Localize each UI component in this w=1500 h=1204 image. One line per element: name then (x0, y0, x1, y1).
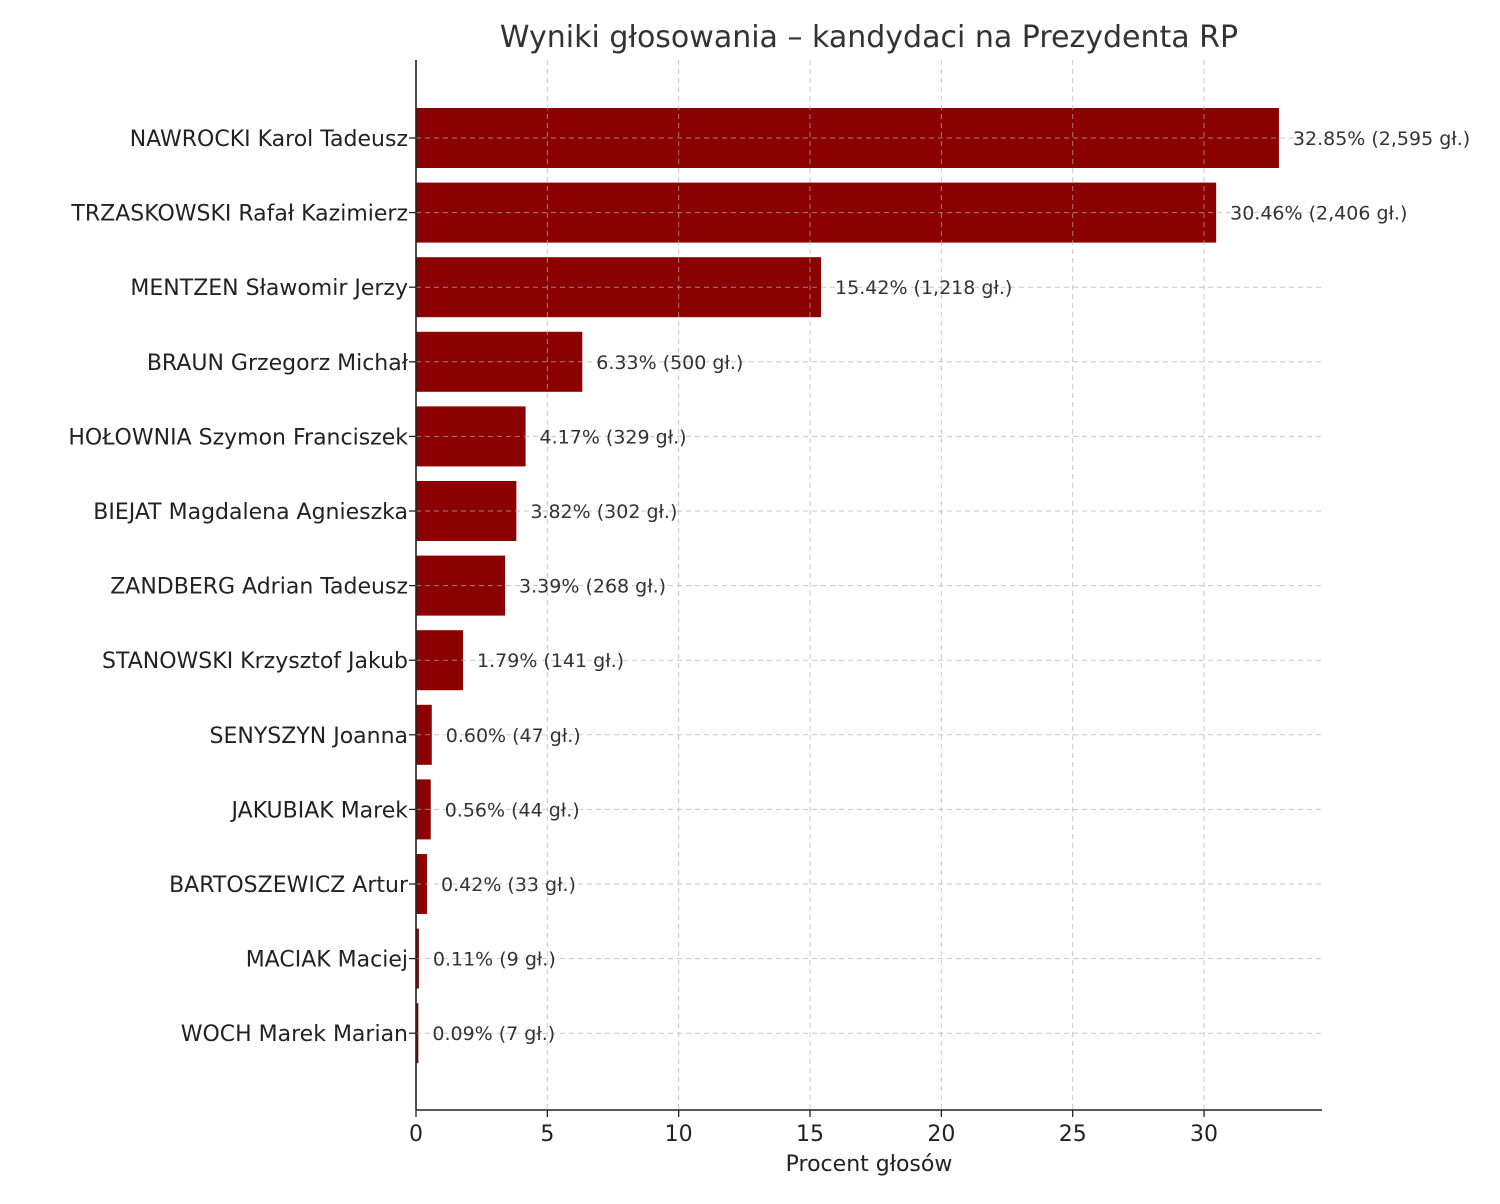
bar (416, 108, 1279, 168)
data-label: 0.42% (33 gł.) (441, 874, 576, 896)
y-tick-label: TRZASKOWSKI Rafał Kazimierz (70, 202, 408, 227)
y-tick-label: STANOWSKI Krzysztof Jakub (102, 649, 408, 674)
bar (416, 854, 428, 914)
data-label: 32.85% (2,595 gł.) (1293, 128, 1470, 150)
y-tick-label: MACIAK Maciej (246, 948, 408, 973)
data-label: 4.17% (329 gł.) (540, 426, 687, 448)
y-tick-label: WOCH Marek Marian (181, 1022, 408, 1047)
y-tick-label: BIEJAT Magdalena Agnieszka (93, 500, 408, 525)
data-label: 6.33% (500 gł.) (596, 352, 743, 374)
data-label: 0.09% (7 gł.) (432, 1023, 555, 1045)
data-label: 15.42% (1,218 gł.) (835, 277, 1012, 299)
y-tick-label: HOŁOWNIA Szymon Franciszek (68, 425, 408, 450)
y-tick-label: MENTZEN Sławomir Jerzy (130, 276, 408, 301)
y-tick-label: ZANDBERG Adrian Tadeusz (110, 575, 408, 600)
data-label: 0.56% (44 gł.) (445, 799, 580, 821)
y-tick-label: BARTOSZEWICZ Artur (169, 873, 409, 898)
bar (416, 779, 431, 840)
y-tick-label: JAKUBIAK Marek (230, 798, 409, 823)
data-label: 3.82% (302 gł.) (530, 501, 677, 523)
x-tick-label: 25 (1059, 1122, 1087, 1147)
x-axis-label: Procent głosów (786, 1152, 953, 1177)
x-tick-label: 30 (1190, 1122, 1218, 1147)
data-label: 30.46% (2,406 gł.) (1230, 203, 1407, 225)
data-label: 0.60% (47 gł.) (446, 725, 581, 747)
data-label: 3.39% (268 gł.) (519, 576, 666, 598)
x-tick-label: 20 (927, 1122, 955, 1147)
x-tick-label: 0 (409, 1122, 423, 1147)
x-tick-label: 15 (796, 1122, 824, 1147)
x-tick-label: 10 (665, 1122, 693, 1147)
x-tick-label: 5 (540, 1122, 554, 1147)
chart-title: Wyniki głosowania – kandydaci na Prezyde… (500, 20, 1238, 55)
y-tick-label: NAWROCKI Karol Tadeusz (130, 127, 408, 152)
y-tick-label: SENYSZYN Joanna (210, 724, 408, 749)
data-label: 0.11% (9 gł.) (433, 949, 556, 971)
data-label: 1.79% (141 gł.) (477, 650, 624, 672)
y-tick-label: BRAUN Grzegorz Michał (147, 351, 409, 376)
bar (416, 704, 432, 765)
